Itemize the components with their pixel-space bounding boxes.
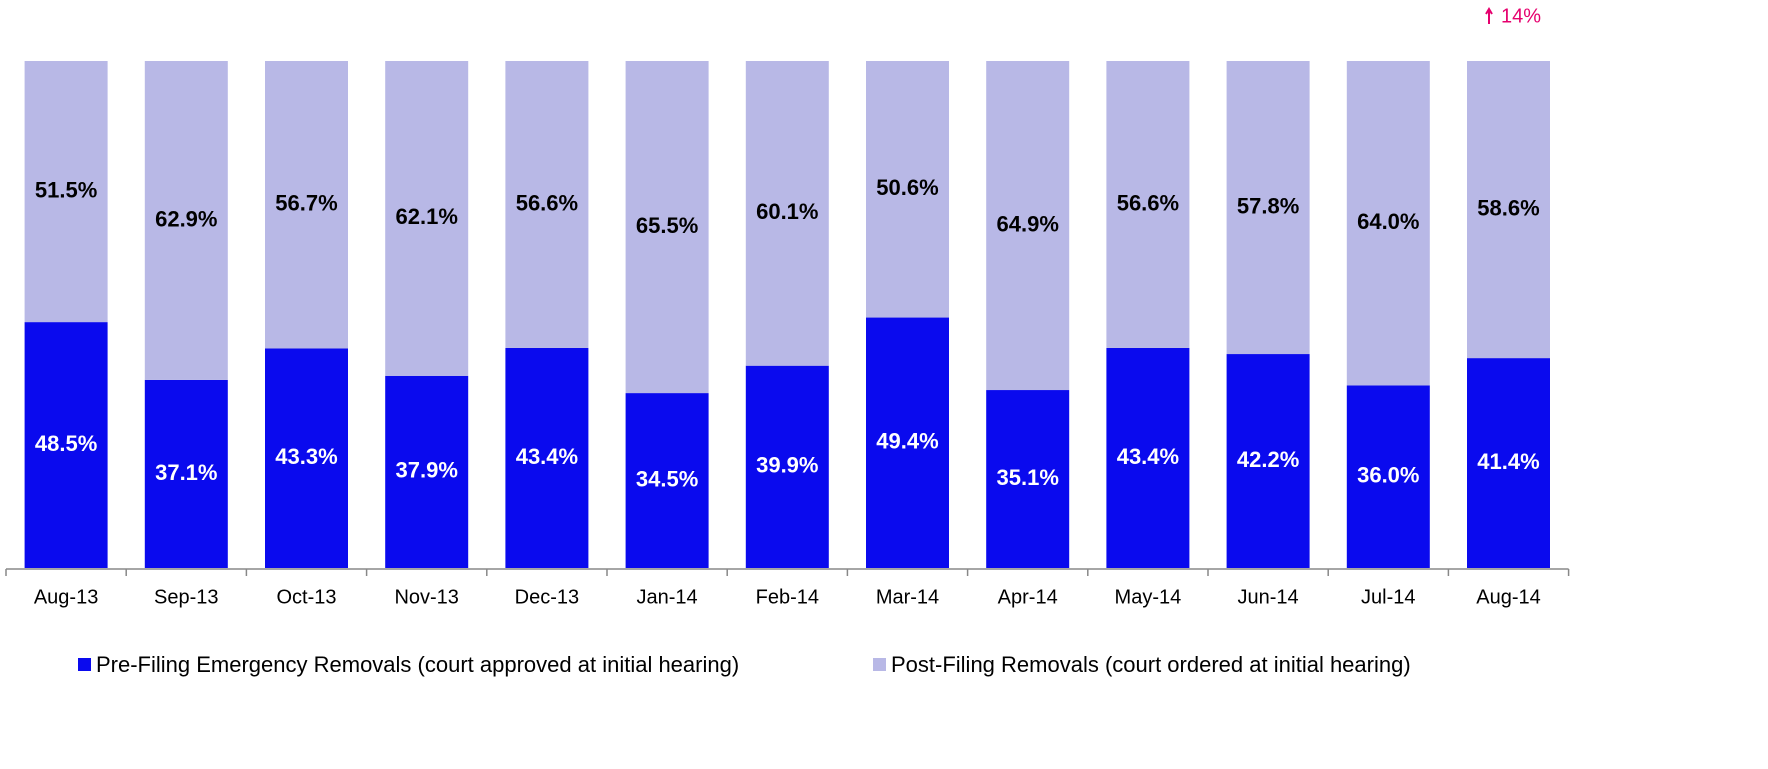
x-tick-label: Feb-14 (756, 586, 819, 608)
bar-segment (1226, 354, 1310, 568)
x-tick-label: Nov-13 (394, 586, 458, 608)
x-tick-label: May-14 (1115, 586, 1182, 608)
bar-segment (1346, 61, 1430, 386)
bar-segment (745, 61, 829, 366)
value-label: 43.4% (1117, 444, 1179, 469)
value-label: 39.9% (756, 453, 818, 478)
value-label: 62.1% (396, 204, 458, 229)
bar-segment (1226, 61, 1310, 355)
value-label: 43.3% (275, 444, 337, 469)
value-label: 58.6% (1477, 195, 1539, 220)
value-label: 56.6% (1117, 190, 1179, 215)
bar-segment (144, 61, 228, 380)
bar-segment (1106, 347, 1190, 568)
bar-segment (1106, 61, 1190, 348)
bar-segment (144, 379, 228, 568)
bar-segment (625, 393, 709, 568)
x-tick-label: Apr-14 (998, 586, 1058, 608)
bar-segment (866, 317, 949, 568)
value-label: 43.4% (516, 444, 578, 469)
x-tick-label: Mar-14 (876, 586, 939, 608)
bar-segment (24, 61, 108, 323)
bar-segment (1467, 61, 1550, 359)
legend-swatch (78, 658, 91, 671)
bar-segment (625, 61, 709, 394)
bar-segment (745, 365, 829, 568)
legend-swatch (873, 658, 886, 671)
bar-segment (385, 375, 469, 568)
value-label: 41.4% (1477, 449, 1539, 474)
x-tick-label: Jan-14 (637, 586, 698, 608)
value-label: 56.6% (516, 190, 578, 215)
value-label: 62.9% (155, 206, 217, 231)
bar-segment (265, 61, 348, 349)
bar-segment (505, 347, 589, 568)
x-tick-label: Oct-13 (276, 586, 336, 608)
value-label: 42.2% (1237, 447, 1299, 472)
value-label: 36.0% (1357, 463, 1419, 488)
bar-segment (385, 61, 469, 376)
value-label: 49.4% (876, 429, 938, 454)
bar-segment (505, 61, 589, 348)
bar-segment (1346, 385, 1430, 568)
value-label: 60.1% (756, 199, 818, 224)
value-label: 37.1% (155, 460, 217, 485)
x-tick-label: Sep-13 (154, 586, 219, 608)
x-tick-label: Jun-14 (1238, 586, 1299, 608)
bar-segment (986, 61, 1070, 391)
bar-segment (866, 61, 949, 318)
x-tick-label: Dec-13 (515, 586, 579, 608)
value-label: 37.9% (396, 458, 458, 483)
value-label: 34.5% (636, 466, 698, 491)
x-tick-label: Aug-13 (34, 586, 99, 608)
bar-segment (986, 390, 1070, 568)
bar-segment (265, 348, 348, 568)
value-label: 50.6% (876, 175, 938, 200)
value-label: 51.5% (35, 177, 97, 202)
value-label: 65.5% (636, 213, 698, 238)
value-label: 56.7% (275, 191, 337, 216)
bar-segment (1467, 358, 1550, 568)
legend-label: Pre-Filing Emergency Removals (court app… (96, 652, 739, 677)
up-arrow-icon (1485, 7, 1493, 24)
value-label: 64.0% (1357, 209, 1419, 234)
value-label: 48.5% (35, 431, 97, 456)
value-label: 64.9% (997, 211, 1059, 236)
value-label: 57.8% (1237, 193, 1299, 218)
value-label: 35.1% (997, 465, 1059, 490)
legend-label: Post-Filing Removals (court ordered at i… (891, 652, 1411, 677)
x-tick-label: Jul-14 (1361, 586, 1415, 608)
bar-segment (24, 322, 108, 568)
annotation: 14% (1501, 5, 1541, 27)
x-tick-label: Aug-14 (1476, 586, 1541, 608)
